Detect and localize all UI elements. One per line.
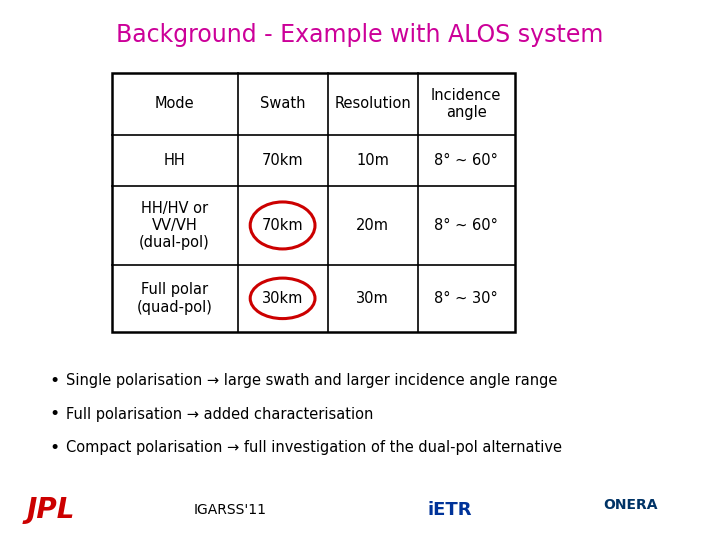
Text: •: • xyxy=(49,372,59,390)
Text: Full polarisation → added characterisation: Full polarisation → added characterisati… xyxy=(66,407,374,422)
Text: IGARSS'11: IGARSS'11 xyxy=(194,503,267,517)
Text: Full polar
(quad-pol): Full polar (quad-pol) xyxy=(137,282,212,314)
Text: 8° ~ 30°: 8° ~ 30° xyxy=(434,291,498,306)
Text: Incidence
angle: Incidence angle xyxy=(431,87,501,120)
Text: ONERA: ONERA xyxy=(603,498,657,512)
Text: Compact polarisation → full investigation of the dual-pol alternative: Compact polarisation → full investigatio… xyxy=(66,440,562,455)
Text: 8° ~ 60°: 8° ~ 60° xyxy=(434,218,498,233)
Text: 70km: 70km xyxy=(262,218,303,233)
Text: Single polarisation → large swath and larger incidence angle range: Single polarisation → large swath and la… xyxy=(66,373,557,388)
Text: 30km: 30km xyxy=(262,291,303,306)
Text: HH/HV or
VV/VH
(dual-pol): HH/HV or VV/VH (dual-pol) xyxy=(139,200,210,251)
Text: HH: HH xyxy=(163,153,186,168)
Text: •: • xyxy=(49,405,59,423)
Text: Mode: Mode xyxy=(155,97,194,111)
Text: iETR: iETR xyxy=(428,501,472,519)
Text: 10m: 10m xyxy=(356,153,389,168)
Text: 70km: 70km xyxy=(262,153,303,168)
Text: 8° ~ 60°: 8° ~ 60° xyxy=(434,153,498,168)
Bar xyxy=(112,73,515,332)
Text: 20m: 20m xyxy=(356,218,389,233)
Text: JPL: JPL xyxy=(26,496,75,524)
Text: Background - Example with ALOS system: Background - Example with ALOS system xyxy=(117,23,603,47)
Text: Resolution: Resolution xyxy=(334,97,411,111)
Text: •: • xyxy=(49,438,59,457)
Text: 30m: 30m xyxy=(356,291,389,306)
Text: Swath: Swath xyxy=(260,97,305,111)
